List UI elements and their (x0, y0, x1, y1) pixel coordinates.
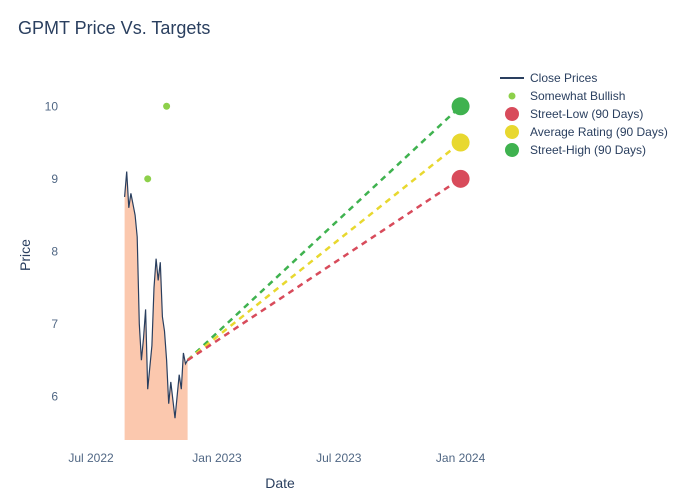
legend-marker-dot (509, 93, 516, 100)
y-tick-label: 6 (51, 389, 58, 403)
legend-label: Street-Low (90 Days) (530, 107, 643, 121)
y-tick-label: 10 (45, 99, 59, 113)
projection-line (188, 143, 461, 361)
y-tick-label: 7 (51, 317, 58, 331)
legend-marker-dot (505, 125, 519, 139)
chart-container: GPMT Price Vs. Targets 6 7 8 9 10 Jul 2022 Jan… (0, 0, 700, 500)
bullish-dot (144, 175, 151, 182)
projection-line (188, 106, 461, 360)
legend-label: Somewhat Bullish (530, 89, 625, 103)
target-dot (452, 97, 470, 115)
legend-marker-dot (505, 107, 519, 121)
y-tick-label: 9 (51, 172, 58, 186)
x-tick-label: Jan 2024 (436, 451, 486, 465)
legend-marker-dot (505, 143, 519, 157)
target-dot (452, 170, 470, 188)
y-tick-label: 8 (51, 244, 58, 258)
x-axis-label: Date (265, 475, 295, 491)
chart-title: GPMT Price Vs. Targets (18, 18, 210, 39)
y-axis-label: Price (17, 239, 33, 271)
legend-label: Street-High (90 Days) (530, 143, 646, 157)
bullish-dot (163, 103, 170, 110)
legend-label: Close Prices (530, 71, 597, 85)
target-dot (452, 134, 470, 152)
projection-line (188, 179, 461, 360)
x-tick-label: Jul 2023 (316, 451, 362, 465)
x-tick-label: Jul 2022 (68, 451, 114, 465)
legend-label: Average Rating (90 Days) (530, 125, 668, 139)
chart-svg: 6 7 8 9 10 Jul 2022 Jan 2023 Jul 2023 Jan 2024 Da… (0, 0, 700, 500)
x-tick-label: Jan 2023 (192, 451, 242, 465)
